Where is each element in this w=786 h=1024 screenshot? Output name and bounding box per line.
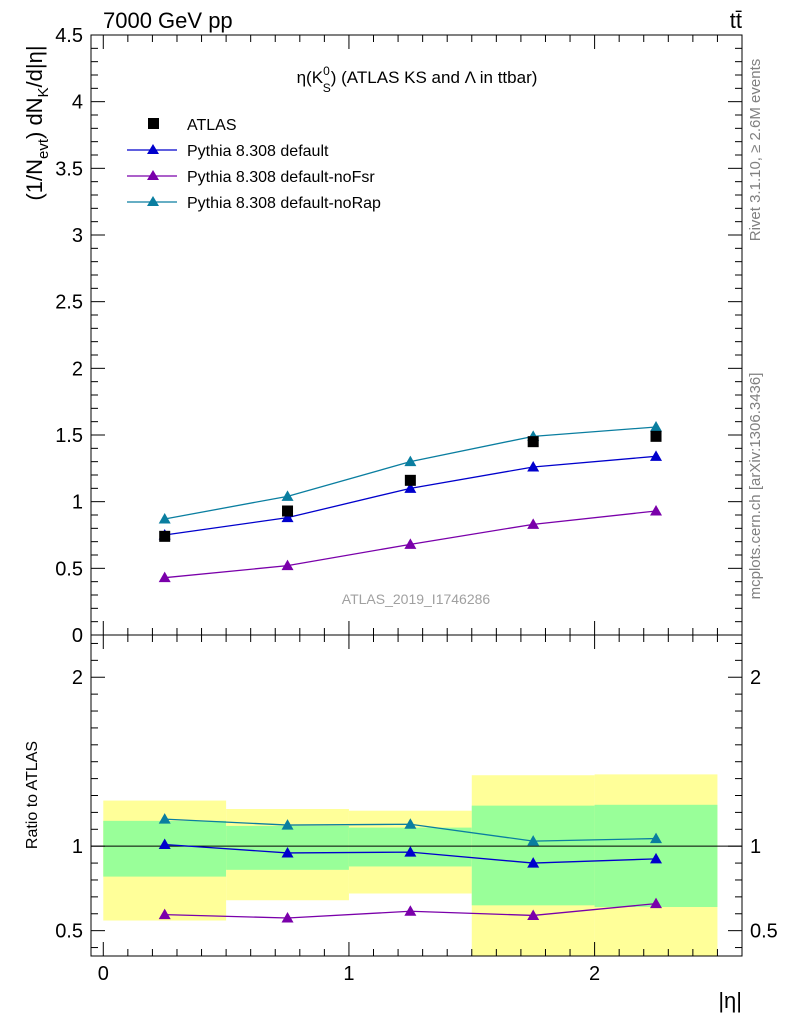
- main-series-marker-2: [158, 513, 171, 524]
- ratio-y-tick-label-left: 1: [72, 836, 83, 858]
- main-series-marker-1: [527, 518, 540, 529]
- ratio-series-marker-2: [404, 818, 417, 829]
- atlas-data-point: [282, 505, 294, 517]
- x-axis-label: |η|: [718, 988, 742, 1013]
- legend-marker-nofsr: [147, 170, 159, 180]
- ratio-series-marker-1: [158, 908, 171, 920]
- main-series-marker-0: [527, 461, 540, 472]
- plot-title: η(K0 S) (ATLAS KS and Λ in ttbar): [297, 64, 538, 95]
- ratio-plot-panel: 0.5 0.5 1 1 2 2 0 1 2 Ratio to ATLAS |η|: [24, 634, 778, 1013]
- x-tick-label: 2: [589, 963, 600, 985]
- ratio-series-marker-2: [527, 835, 540, 846]
- ylabel-sub-k: K: [35, 87, 52, 97]
- ylabel-sub-evt: evt: [35, 138, 52, 159]
- inner-band-3: [471, 805, 595, 906]
- ratio-series-marker-1: [404, 905, 417, 916]
- legend-marker-atlas: [148, 118, 159, 129]
- main-series-marker-1: [158, 571, 171, 583]
- ratio-series-layer: [158, 813, 663, 923]
- legend: ATLAS Pythia 8.308 default Pythia 8.308 …: [127, 117, 381, 212]
- ratio-series-marker-0: [650, 852, 663, 864]
- ratio-y-tick-label-left: 2: [72, 667, 83, 689]
- plot-title-eta: η(K: [297, 68, 324, 87]
- legend-label-default: Pythia 8.308 default: [187, 143, 329, 160]
- main-x-ticks: [102, 35, 718, 635]
- legend-item-norap: Pythia 8.308 default-noRap: [127, 195, 381, 212]
- main-series-layer: [158, 421, 663, 583]
- atlas-data-point: [650, 430, 662, 442]
- main-series-marker-0: [650, 450, 663, 461]
- legend-label-norap: Pythia 8.308 default-noRap: [187, 195, 381, 212]
- ratio-series-marker-0: [158, 838, 171, 849]
- main-y-tick-label: 3.5: [55, 158, 83, 180]
- main-series-marker-0: [404, 482, 417, 493]
- analysis-watermark: ATLAS_2019_I1746286: [342, 591, 491, 607]
- legend-label-nofsr: Pythia 8.308 default-noFsr: [187, 169, 375, 186]
- ylabel-part-c: /d|η|: [22, 45, 47, 87]
- ratio-series-marker-0: [527, 857, 540, 868]
- main-series-marker-1: [404, 538, 417, 549]
- main-y-tick-label: 2.5: [55, 292, 83, 314]
- rivet-label: Rivet 3.1.10, ≥ 2.6M events: [747, 59, 764, 242]
- ratio-y-axis-label: Ratio to ATLAS: [24, 741, 41, 849]
- ratio-series-marker-1: [281, 911, 294, 923]
- ratio-series-marker-0: [404, 846, 417, 857]
- main-y-tick-label: 4.5: [55, 25, 83, 47]
- ratio-y-tick-label-right: 2: [750, 667, 761, 689]
- main-y-ticks: 0 0.5 1 1.5 2 2.5 3 3.5 4 4.5: [55, 25, 742, 647]
- main-series-marker-1: [281, 559, 294, 571]
- ratio-x-ticks: 0 1 2: [98, 635, 718, 985]
- plot-title-rest: ) (ATLAS KS and Λ in ttbar): [331, 68, 538, 87]
- ratio-series-marker-2: [650, 832, 663, 844]
- ylabel-part-a: (1/N: [22, 159, 47, 201]
- main-y-tick-label: 4: [72, 92, 83, 114]
- main-series-marker-2: [281, 490, 294, 501]
- ratio-series-marker-2: [281, 819, 294, 830]
- main-series-marker-0: [281, 511, 294, 523]
- legend-marker-norap: [147, 196, 159, 206]
- main-y-tick-label: 3: [72, 225, 83, 247]
- energy-label: 7000 GeV pp: [103, 8, 233, 33]
- main-y-tick-label: 1.5: [55, 425, 83, 447]
- plot-title-sup: 0: [323, 64, 330, 78]
- process-label: tt̄: [730, 8, 742, 33]
- ratio-series-marker-0: [281, 846, 294, 858]
- ratio-series-marker-1: [650, 897, 663, 909]
- atlas-data-point: [159, 530, 171, 542]
- mcplots-label: mcplots.cern.ch [arXiv:1306.3436]: [747, 373, 764, 600]
- atlas-data-point: [404, 474, 416, 486]
- main-y-tick-label: 1: [72, 492, 83, 514]
- atlas-data-layer: [159, 430, 662, 542]
- ratio-y-tick-label-right: 1: [750, 836, 761, 858]
- ratio-plot-frame: [90, 634, 743, 957]
- main-series-line-2: [164, 426, 657, 520]
- main-y-axis-label: (1/Nevt) dNK/d|η|: [22, 45, 52, 200]
- main-y-tick-label: 0.5: [55, 558, 83, 580]
- ratio-series-marker-2: [158, 813, 171, 824]
- uncertainty-bands: [103, 774, 718, 956]
- ratio-y-ticks: 0.5 0.5 1 1 2 2: [55, 642, 778, 949]
- x-tick-label: 0: [98, 963, 109, 985]
- ratio-y-tick-label-left: 0.5: [55, 921, 83, 943]
- legend-marker-default: [147, 144, 159, 154]
- legend-item-atlas: ATLAS: [148, 117, 237, 134]
- ratio-series-marker-1: [527, 909, 540, 920]
- main-y-tick-label: 0: [72, 625, 83, 647]
- main-series-marker-2: [650, 421, 663, 432]
- main-y-tick-label: 2: [72, 358, 83, 380]
- plot-title-sub: S: [323, 81, 331, 95]
- ratio-y-tick-label-right: 0.5: [750, 921, 778, 943]
- atlas-data-point: [527, 436, 539, 448]
- legend-item-default: Pythia 8.308 default: [127, 143, 329, 160]
- main-series-line-0: [164, 455, 657, 536]
- main-plot-panel: 00.511.522.533.544.5 η(K0 S) (ATLAS KS an…: [22, 25, 743, 647]
- main-series-marker-1: [650, 505, 663, 516]
- ylabel-part-b: ) dN: [22, 97, 47, 139]
- main-series-marker-2: [404, 455, 417, 467]
- legend-label-atlas: ATLAS: [187, 117, 237, 134]
- legend-item-nofsr: Pythia 8.308 default-noFsr: [127, 169, 375, 186]
- x-tick-label: 1: [343, 963, 354, 985]
